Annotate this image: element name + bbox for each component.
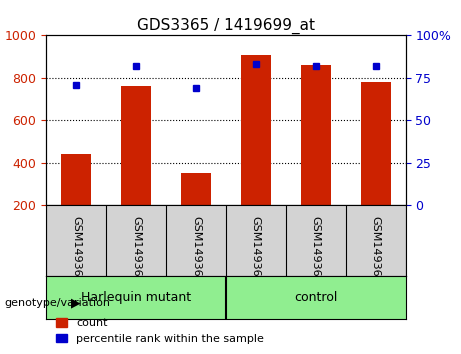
Text: GSM149361: GSM149361	[131, 216, 141, 284]
Text: GSM149360: GSM149360	[71, 216, 81, 284]
Text: Harlequin mutant: Harlequin mutant	[81, 291, 191, 304]
Bar	[61, 154, 91, 205]
Bar	[301, 65, 331, 205]
Text: GSM149362: GSM149362	[191, 216, 201, 284]
Text: GSM149364: GSM149364	[311, 216, 321, 284]
Text: GSM149363: GSM149363	[251, 216, 261, 284]
Title: GDS3365 / 1419699_at: GDS3365 / 1419699_at	[137, 18, 315, 34]
Text: genotype/variation: genotype/variation	[5, 298, 111, 308]
Text: ▶: ▶	[71, 296, 81, 309]
Text: GSM149365: GSM149365	[371, 216, 381, 284]
Bar	[361, 82, 390, 205]
Legend: count, percentile rank within the sample: count, percentile rank within the sample	[52, 314, 268, 348]
Text: control: control	[294, 291, 337, 304]
Bar	[121, 86, 151, 205]
Bar	[181, 173, 211, 205]
Bar	[241, 55, 271, 205]
